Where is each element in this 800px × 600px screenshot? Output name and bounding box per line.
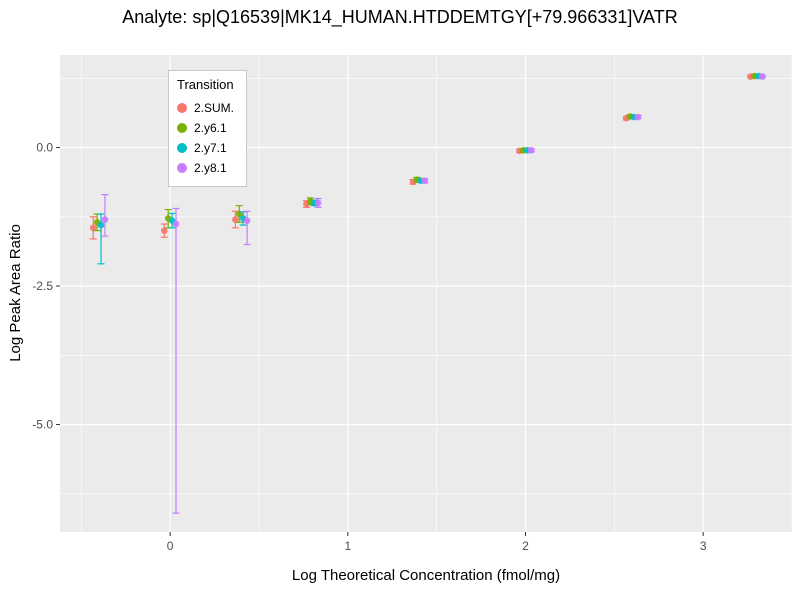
- data-point: [160, 227, 168, 234]
- legend-title: Transition: [177, 77, 234, 92]
- chart-title: Analyte: sp|Q16539|MK14_HUMAN.HTDDEMTGY[…: [122, 7, 678, 27]
- legend-item-2.y6.1: 2.y6.1: [177, 118, 234, 138]
- legend-items: 2.SUM. 2.y6.1 2.y7.1 2.y8.1: [177, 98, 234, 178]
- series-2.y8.1: [101, 73, 766, 514]
- data-point: [172, 220, 180, 228]
- data-point: [528, 146, 535, 154]
- data-point: [101, 216, 109, 223]
- x-tick-label: 2: [522, 539, 529, 553]
- legend-item-label: 2.SUM.: [194, 101, 235, 115]
- data-point: [243, 217, 251, 224]
- x-axis-title: Log Theoretical Concentration (fmol/mg): [291, 567, 561, 584]
- data-point: [634, 113, 642, 121]
- data-point: [314, 199, 322, 207]
- legend-swatch-icon: [177, 163, 187, 173]
- series-2.SUM.: [89, 73, 755, 240]
- x-tick-label: 0: [167, 539, 174, 553]
- x-tick-label: 1: [344, 539, 351, 553]
- legend: Transition 2.SUM. 2.y6.1 2.y7.1 2.y8.1: [168, 70, 248, 187]
- legend-item-label: 2.y8.1: [194, 161, 227, 175]
- legend-item-label: 2.y7.1: [194, 141, 227, 155]
- data-point: [232, 216, 239, 223]
- y-tick-label: -5.0: [32, 418, 53, 432]
- legend-item-2.SUM.: 2.SUM.: [177, 98, 234, 118]
- y-axis-title: Log Peak Area Ratio: [7, 224, 24, 362]
- legend-swatch-icon: [177, 143, 187, 153]
- legend-swatch-icon: [177, 103, 187, 113]
- legend-item-2.y7.1: 2.y7.1: [177, 138, 234, 158]
- legend-item-label: 2.y6.1: [194, 121, 227, 135]
- legend-swatch-icon: [177, 123, 187, 133]
- data-point: [421, 177, 429, 185]
- y-tick-label: -2.5: [32, 279, 53, 293]
- x-tick-label: 3: [700, 539, 707, 553]
- legend-item-2.y8.1: 2.y8.1: [177, 158, 234, 178]
- data-point: [97, 221, 105, 229]
- data-point: [759, 73, 766, 80]
- data-point: [89, 224, 97, 232]
- y-tick-label: 0.0: [36, 141, 53, 155]
